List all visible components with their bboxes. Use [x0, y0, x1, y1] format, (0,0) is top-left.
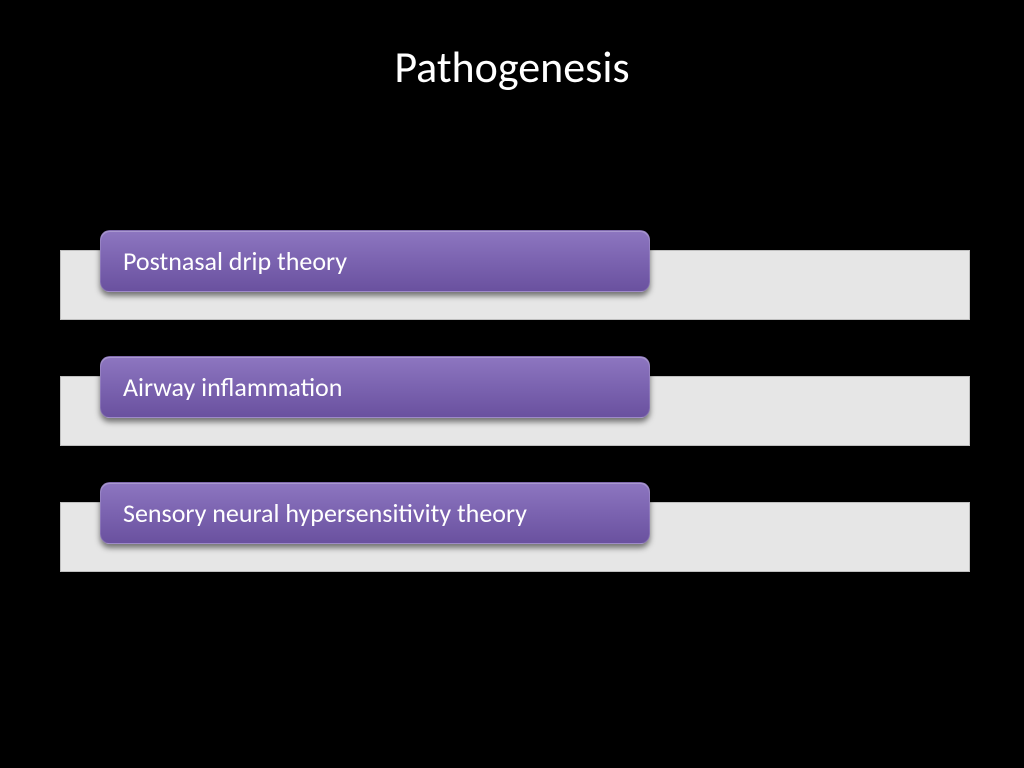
slide-title: Pathogenesis — [0, 40, 1024, 94]
list-item: Postnasal drip theory — [60, 250, 970, 320]
pill-label: Airway inflammation — [123, 371, 342, 403]
list-item: Airway inflammation — [60, 376, 970, 446]
list-item: Sensory neural hypersensitivity theory — [60, 502, 970, 572]
pill-label: Sensory neural hypersensitivity theory — [123, 497, 527, 529]
pill-button: Postnasal drip theory — [100, 230, 650, 292]
pill-label: Postnasal drip theory — [123, 245, 347, 277]
pill-button: Sensory neural hypersensitivity theory — [100, 482, 650, 544]
pill-button: Airway inflammation — [100, 356, 650, 418]
smartart-list: Postnasal drip theory Airway inflammatio… — [60, 250, 970, 628]
slide: Pathogenesis Postnasal drip theory Airwa… — [0, 0, 1024, 768]
